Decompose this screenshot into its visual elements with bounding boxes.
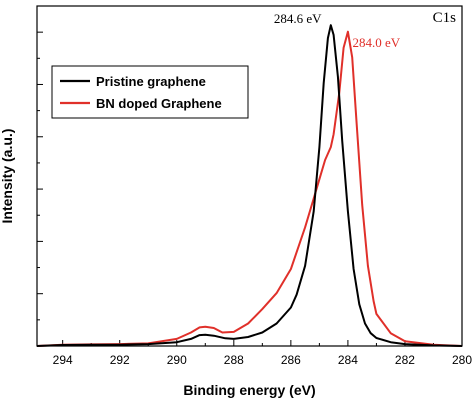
plot-frame bbox=[36, 5, 463, 347]
series-line-bn-doped bbox=[36, 30, 463, 347]
x-tick-label: 292 bbox=[110, 353, 130, 367]
legend: Pristine graphene BN doped Graphene bbox=[51, 65, 249, 119]
series-layer bbox=[36, 24, 463, 347]
y-axis-ticks bbox=[37, 31, 43, 321]
x-tick-label: 294 bbox=[53, 353, 73, 367]
legend-label-bn-doped: BN doped Graphene bbox=[96, 96, 222, 111]
plot-area: 294 292 290 288 286 284 282 280 bbox=[36, 5, 472, 367]
x-tick-label: 284 bbox=[338, 353, 358, 367]
y-axis-title: Intensity (a.u.) bbox=[0, 129, 15, 224]
x-axis-ticks: 294 292 290 288 286 284 282 280 bbox=[53, 340, 472, 367]
x-tick-label: 282 bbox=[395, 353, 415, 367]
x-tick-label: 280 bbox=[452, 353, 472, 367]
x-tick-label: 290 bbox=[167, 353, 187, 367]
legend-label-pristine: Pristine graphene bbox=[96, 74, 206, 89]
x-tick-label: 288 bbox=[224, 353, 244, 367]
panel-label: C1s bbox=[433, 10, 457, 26]
pristine-peak-annotation: 284.6 eV bbox=[274, 11, 322, 26]
series-line-pristine bbox=[36, 24, 463, 347]
bn-doped-peak-annotation: 284.0 eV bbox=[352, 35, 400, 50]
legend-box bbox=[51, 65, 249, 119]
x-axis-title: Binding energy (eV) bbox=[183, 382, 315, 398]
x-tick-label: 286 bbox=[281, 353, 301, 367]
